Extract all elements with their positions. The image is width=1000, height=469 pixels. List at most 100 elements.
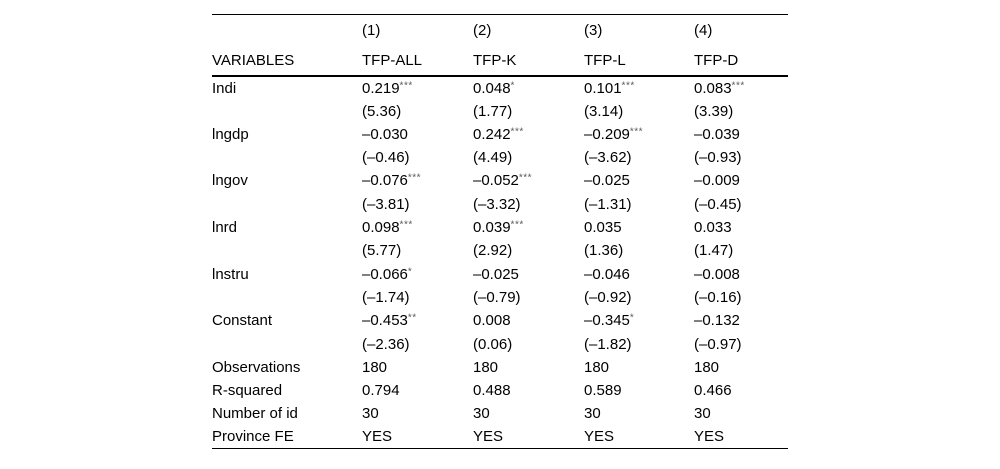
tstat-cell: (–0.46) xyxy=(362,149,410,167)
model-name: TFP-D xyxy=(694,51,739,69)
coef-cell: –0.039 xyxy=(694,123,788,146)
tstat-cell: (2.92) xyxy=(473,242,513,260)
tstat-cell: (–0.92) xyxy=(584,288,632,306)
summary-cell: 30 xyxy=(584,405,601,423)
empty-label xyxy=(212,99,362,122)
model-number: (2) xyxy=(473,21,492,39)
tstat-cell: (1.47) xyxy=(694,242,734,260)
regression-results-table: (1) (2) (3) (4) VARIABLES TFP-ALL TFP-K … xyxy=(212,14,788,450)
significance-stars: * xyxy=(629,312,635,324)
coef-value: 0.219 xyxy=(362,79,400,97)
coef-value: 0.008 xyxy=(473,312,511,330)
coef-cell: 0.008 xyxy=(473,309,584,332)
coef-value: 0.033 xyxy=(694,219,732,237)
tstat-row: (–3.81) (–3.32) (–1.31) (–0.45) xyxy=(212,193,788,216)
summary-cell: YES xyxy=(694,428,725,446)
significance-stars: *** xyxy=(621,80,635,92)
table-body: Indi 0.219*** 0.048* 0.101*** 0.083*** (… xyxy=(212,76,788,449)
coef-cell: 0.048* xyxy=(473,76,584,99)
tstat-cell: (–3.81) xyxy=(362,195,410,213)
empty-label xyxy=(212,146,362,169)
tstat-cell: (4.49) xyxy=(473,149,513,167)
model-number: (4) xyxy=(694,21,713,39)
variable-label: lngov xyxy=(212,172,248,190)
tstat-cell: (3.14) xyxy=(584,102,624,120)
significance-stars: * xyxy=(407,266,413,278)
tstat-cell: (–1.31) xyxy=(584,195,632,213)
coef-value: –0.066 xyxy=(362,265,408,283)
significance-stars: *** xyxy=(510,219,524,231)
coef-cell: –0.025 xyxy=(584,169,694,192)
summary-label: Observations xyxy=(212,358,301,376)
summary-cell: 0.466 xyxy=(694,382,732,400)
coef-cell: –0.066* xyxy=(362,262,473,285)
variables-header: VARIABLES xyxy=(212,51,295,69)
summary-cell: 0.794 xyxy=(362,382,400,400)
empty-label xyxy=(212,286,362,309)
tstat-cell: (1.36) xyxy=(584,242,624,260)
coef-value: –0.009 xyxy=(694,172,740,190)
coef-cell: –0.076*** xyxy=(362,169,473,192)
tstat-cell: (–2.36) xyxy=(362,335,410,353)
variable-label: Constant xyxy=(212,312,273,330)
summary-label: Province FE xyxy=(212,428,294,446)
summary-cell: 180 xyxy=(584,358,610,376)
coef-value: –0.025 xyxy=(584,172,630,190)
coef-cell: 0.039*** xyxy=(473,216,584,239)
coef-cell: –0.209*** xyxy=(584,123,694,146)
summary-cell: 30 xyxy=(473,405,490,423)
tstat-cell: (–0.97) xyxy=(694,335,742,353)
empty-label xyxy=(212,193,362,216)
summary-cell: 180 xyxy=(694,358,720,376)
tstat-cell: (0.06) xyxy=(473,335,513,353)
coef-cell: –0.132 xyxy=(694,309,788,332)
summary-cell: YES xyxy=(473,428,504,446)
model-number-row: (1) (2) (3) (4) xyxy=(212,15,788,46)
summary-cell: 30 xyxy=(362,405,379,423)
tstat-cell: (3.39) xyxy=(694,102,734,120)
coef-row: Indi 0.219*** 0.048* 0.101*** 0.083*** xyxy=(212,76,788,99)
tstat-cell: (–0.93) xyxy=(694,149,742,167)
tstat-cell: (5.77) xyxy=(362,242,402,260)
coef-cell: 0.242*** xyxy=(473,123,584,146)
empty-label xyxy=(212,332,362,355)
significance-stars: *** xyxy=(399,80,413,92)
model-name: TFP-K xyxy=(473,51,517,69)
coef-value: 0.039 xyxy=(473,219,511,237)
coef-cell: 0.033 xyxy=(694,216,788,239)
corner-cell xyxy=(212,15,362,46)
coef-value: –0.345 xyxy=(584,312,630,330)
coef-value: –0.039 xyxy=(694,125,740,143)
coef-cell: 0.219*** xyxy=(362,76,473,99)
summary-cell: 30 xyxy=(694,405,711,423)
tstat-row: (5.36) (1.77) (3.14) (3.39) xyxy=(212,99,788,122)
tstat-cell: (–0.79) xyxy=(473,288,521,306)
coef-row: lngdp –0.030 0.242*** –0.209*** –0.039 xyxy=(212,123,788,146)
empty-label xyxy=(212,239,362,262)
coef-cell: 0.035 xyxy=(584,216,694,239)
coef-cell: 0.083*** xyxy=(694,76,788,99)
tstat-cell: (–0.16) xyxy=(694,288,742,306)
coef-value: 0.083 xyxy=(694,79,732,97)
summary-row: Province FE YES YES YES YES xyxy=(212,426,788,449)
tstat-cell: (–3.32) xyxy=(473,195,521,213)
coef-value: –0.453 xyxy=(362,312,408,330)
significance-stars: * xyxy=(510,80,515,92)
coef-value: –0.209 xyxy=(584,125,630,143)
summary-cell: YES xyxy=(584,428,615,446)
model-name: TFP-ALL xyxy=(362,51,423,69)
coef-cell: –0.345* xyxy=(584,309,694,332)
tstat-row: (–0.46) (4.49) (–3.62) (–0.93) xyxy=(212,146,788,169)
summary-label: R-squared xyxy=(212,382,283,400)
coef-row: lnrd 0.098*** 0.039*** 0.035 0.033 xyxy=(212,216,788,239)
coef-cell: –0.030 xyxy=(362,123,473,146)
coef-value: –0.030 xyxy=(362,125,408,143)
coef-value: –0.052 xyxy=(473,172,519,190)
summary-cell: 180 xyxy=(362,358,388,376)
coef-value: –0.025 xyxy=(473,265,519,283)
coef-cell: 0.098*** xyxy=(362,216,473,239)
coef-value: 0.242 xyxy=(473,125,511,143)
model-number: (3) xyxy=(584,21,603,39)
coef-value: 0.035 xyxy=(584,219,622,237)
significance-stars: *** xyxy=(731,80,745,92)
